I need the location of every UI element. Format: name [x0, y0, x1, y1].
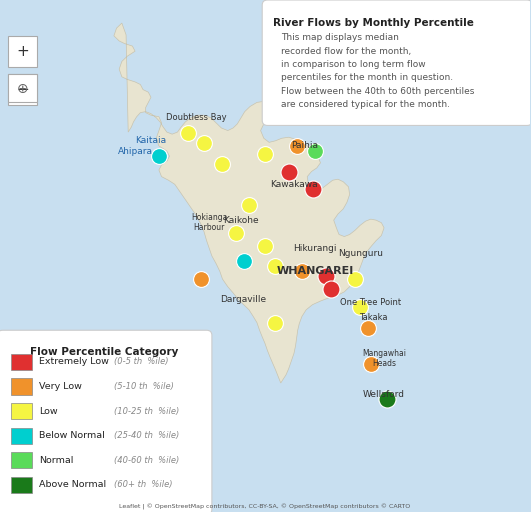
Text: Flow Percentile Category: Flow Percentile Category [30, 347, 179, 357]
FancyBboxPatch shape [11, 354, 32, 370]
Point [261, 150, 269, 158]
Point [364, 324, 372, 332]
Text: Above Normal: Above Normal [39, 480, 106, 489]
Text: +: + [16, 44, 29, 59]
Text: (10-25 th  %ile): (10-25 th %ile) [114, 407, 179, 416]
Text: Hikurangi: Hikurangi [294, 244, 337, 253]
Text: Paihia: Paihia [291, 141, 318, 151]
Point [200, 139, 208, 147]
Text: One Tree Point: One Tree Point [340, 297, 401, 307]
Text: percentiles for the month in question.: percentiles for the month in question. [281, 73, 453, 82]
Point [350, 275, 359, 283]
FancyBboxPatch shape [11, 378, 32, 395]
Text: Below Normal: Below Normal [39, 431, 105, 440]
Point [239, 257, 248, 265]
Point [285, 167, 293, 176]
Text: Takaka: Takaka [359, 313, 388, 322]
Text: −: − [16, 82, 29, 97]
Text: (0-5 th  %ile): (0-5 th %ile) [114, 357, 168, 367]
Text: (5-10 th  %ile): (5-10 th %ile) [114, 382, 174, 391]
Point [298, 267, 306, 275]
Polygon shape [114, 23, 384, 383]
Text: Extremely Low: Extremely Low [39, 357, 108, 367]
FancyBboxPatch shape [8, 74, 37, 102]
Point [245, 201, 253, 209]
Text: (60+ th  %ile): (60+ th %ile) [114, 480, 173, 489]
Point [293, 142, 301, 150]
Text: This map displays median: This map displays median [281, 33, 399, 42]
Text: Doubtless Bay: Doubtless Bay [166, 113, 226, 122]
Point [309, 185, 317, 194]
Point [327, 285, 335, 293]
Text: Ngunguru: Ngunguru [338, 249, 383, 258]
Text: Normal: Normal [39, 456, 73, 465]
Text: (25-40 th  %ile): (25-40 th %ile) [114, 431, 179, 440]
Point [271, 318, 280, 327]
Point [218, 160, 227, 168]
Point [155, 152, 163, 160]
Text: Kaitaia: Kaitaia [135, 136, 167, 145]
Text: are considered typical for the month.: are considered typical for the month. [281, 100, 450, 109]
Text: in comparison to long term flow: in comparison to long term flow [281, 60, 425, 69]
Text: Mangawhai
Heads: Mangawhai Heads [362, 349, 406, 368]
Text: Wellsford: Wellsford [363, 390, 405, 399]
Text: recorded flow for the month,: recorded flow for the month, [281, 47, 411, 56]
Text: Low: Low [39, 407, 57, 416]
Point [311, 147, 320, 155]
Text: Dargaville: Dargaville [220, 295, 267, 304]
FancyBboxPatch shape [11, 452, 32, 468]
Text: Leaflet | © OpenStreetMap contributors, CC-BY-SA, © OpenStreetMap contributors ©: Leaflet | © OpenStreetMap contributors, … [119, 504, 410, 510]
FancyBboxPatch shape [0, 330, 212, 512]
Point [322, 272, 330, 281]
Text: Hokianga
Harbour: Hokianga Harbour [191, 213, 227, 232]
Text: (40-60 th  %ile): (40-60 th %ile) [114, 456, 179, 465]
Point [382, 395, 391, 403]
Point [261, 242, 269, 250]
FancyBboxPatch shape [8, 36, 37, 67]
Text: Kawakawa: Kawakawa [270, 180, 318, 189]
Text: Kaikohe: Kaikohe [223, 216, 259, 225]
Point [232, 229, 240, 237]
Point [271, 262, 280, 270]
Text: ⊕: ⊕ [16, 81, 28, 96]
Point [197, 275, 205, 283]
Text: Ahipara: Ahipara [117, 146, 152, 156]
Point [184, 129, 192, 137]
FancyBboxPatch shape [11, 403, 32, 419]
FancyBboxPatch shape [11, 428, 32, 444]
Text: River Flows by Monthly Percentile: River Flows by Monthly Percentile [273, 18, 474, 28]
FancyBboxPatch shape [262, 0, 531, 125]
Text: Very Low: Very Low [39, 382, 82, 391]
Point [366, 359, 375, 368]
Text: Flow between the 40th to 60th percentiles: Flow between the 40th to 60th percentile… [281, 87, 474, 96]
FancyBboxPatch shape [11, 477, 32, 493]
FancyBboxPatch shape [8, 74, 37, 105]
Point [356, 303, 364, 311]
Text: WHANGAREI: WHANGAREI [277, 266, 354, 276]
